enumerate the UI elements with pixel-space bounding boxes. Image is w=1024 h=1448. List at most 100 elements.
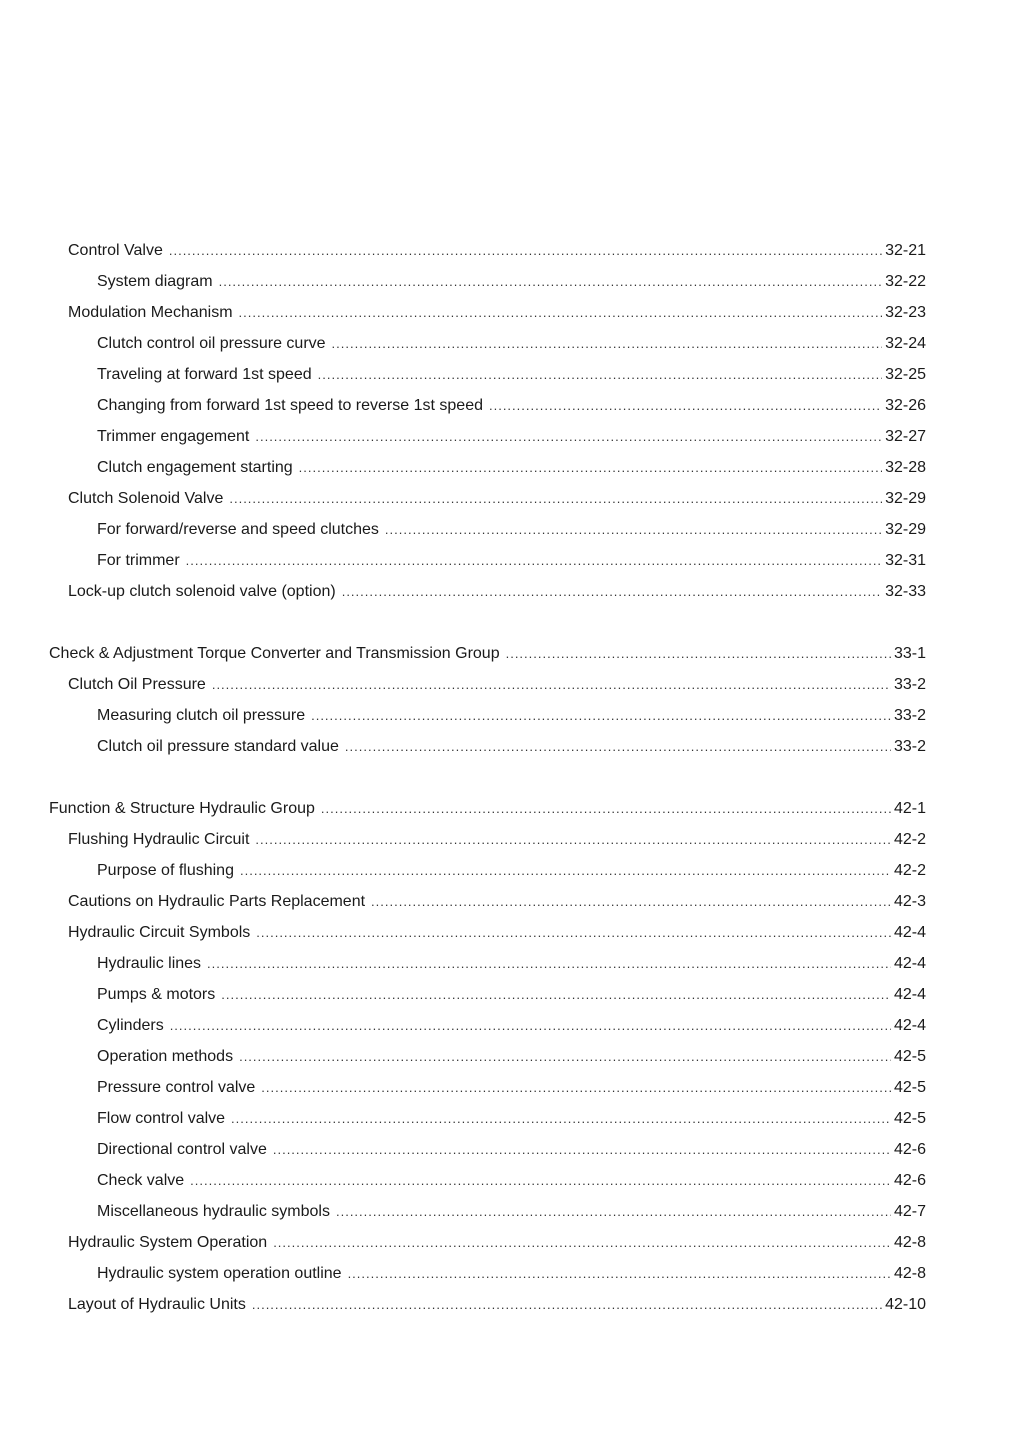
dot-leader (506, 646, 891, 661)
toc-entry-line: Clutch oil pressure standard value 33-2 (97, 738, 926, 756)
dot-leader (371, 894, 891, 909)
dot-leader (332, 336, 883, 351)
dot-leader (252, 1297, 882, 1312)
dot-leader (336, 1204, 891, 1219)
toc-entry-page: 32-23 (885, 303, 926, 321)
toc-entry-page: 42-10 (885, 1295, 926, 1313)
toc-entry-page: 42-4 (893, 923, 926, 941)
toc-entry-page: 32-26 (885, 396, 926, 414)
dot-leader (221, 987, 891, 1002)
toc-entry-title: Check valve (97, 1171, 185, 1189)
toc-entry-title: Hydraulic system operation outline (97, 1264, 342, 1282)
toc-entry: Modulation Mechanism 32-23 (0, 297, 1024, 328)
toc-entry-title: Check & Adjustment Torque Converter and … (49, 644, 500, 662)
toc-entry-line: Control Valve 32-21 (68, 242, 926, 260)
dot-leader (256, 925, 891, 940)
toc-entry-line: Check valve 42-6 (97, 1172, 926, 1190)
toc-entry-page: 32-25 (885, 365, 926, 383)
toc-entry-title: Directional control valve (97, 1140, 267, 1158)
toc-entry-line: Operation methods 42-5 (97, 1048, 926, 1066)
toc-entry-line: Clutch Solenoid Valve 32-29 (68, 490, 926, 508)
toc-entry-page: 32-24 (885, 334, 926, 352)
toc-entry-line: Cylinders 42-4 (97, 1017, 926, 1035)
toc-entry: Clutch Solenoid Valve 32-29 (0, 483, 1024, 514)
toc-entry-line: Hydraulic lines 42-4 (97, 955, 926, 973)
toc-entry: Purpose of flushing 42-2 (0, 855, 1024, 886)
toc-entry-line: Pressure control valve 42-5 (97, 1079, 926, 1097)
toc-entry: Control Valve 32-21 (0, 235, 1024, 266)
dot-leader (207, 956, 891, 971)
dot-leader (345, 739, 891, 754)
dot-leader (186, 553, 882, 568)
toc-entry-page: 42-5 (893, 1078, 926, 1096)
toc-entry-line: Hydraulic System Operation 42-8 (68, 1234, 926, 1252)
dot-leader (231, 1111, 891, 1126)
toc-entry-line: Flushing Hydraulic Circuit 42-2 (68, 831, 926, 849)
dot-leader (229, 491, 882, 506)
dot-leader (170, 1018, 891, 1033)
dot-leader (321, 801, 891, 816)
toc-entry: Cylinders 42-4 (0, 1010, 1024, 1041)
toc-entry-page: 42-6 (893, 1140, 926, 1158)
toc-entry-line: Layout of Hydraulic Units 42-10 (68, 1296, 926, 1314)
toc-entry-page: 42-2 (893, 861, 926, 879)
toc-entry-page: 42-4 (893, 954, 926, 972)
toc-entry-title: Miscellaneous hydraulic symbols (97, 1202, 330, 1220)
toc-entry-page: 42-3 (893, 892, 926, 910)
toc-entry-page: 42-6 (893, 1171, 926, 1189)
toc-entry: Clutch Oil Pressure 33-2 (0, 669, 1024, 700)
dot-leader (348, 1266, 891, 1281)
toc-entry-page: 42-5 (893, 1109, 926, 1127)
toc-entry-page: 33-2 (893, 737, 926, 755)
toc-entry-page: 42-4 (893, 1016, 926, 1034)
toc-entry: Layout of Hydraulic Units 42-10 (0, 1289, 1024, 1320)
toc-entry-title: Clutch control oil pressure curve (97, 334, 326, 352)
toc-entry-title: Hydraulic Circuit Symbols (68, 923, 251, 941)
toc-entry: Pressure control valve 42-5 (0, 1072, 1024, 1103)
toc-entry-line: Purpose of flushing 42-2 (97, 862, 926, 880)
toc-entry: Check valve 42-6 (0, 1165, 1024, 1196)
toc-entry-line: Flow control valve 42-5 (97, 1110, 926, 1128)
toc-entry-page: 42-2 (893, 830, 926, 848)
toc-entry-line: Directional control valve 42-6 (97, 1141, 926, 1159)
dot-leader (212, 677, 891, 692)
toc-entry-page: 42-8 (893, 1264, 926, 1282)
toc-entry-page: 42-1 (893, 799, 926, 817)
toc-entry-title: Modulation Mechanism (68, 303, 233, 321)
dot-leader (190, 1173, 891, 1188)
toc-entry-line: Function & Structure Hydraulic Group 42-1 (49, 800, 926, 818)
toc-entry-page: 32-21 (885, 241, 926, 259)
dot-leader (318, 367, 882, 382)
toc-entry-title: Changing from forward 1st speed to rever… (97, 396, 483, 414)
toc-entry-page: 33-1 (893, 644, 926, 662)
toc-entry-title: Lock-up clutch solenoid valve (option) (68, 582, 336, 600)
toc-entry-line: Traveling at forward 1st speed 32-25 (97, 366, 926, 384)
toc-entry-title: Flow control valve (97, 1109, 226, 1127)
toc-entry-page: 32-33 (885, 582, 926, 600)
toc-entry: Hydraulic Circuit Symbols 42-4 (0, 917, 1024, 948)
toc-entry: Miscellaneous hydraulic symbols 42-7 (0, 1196, 1024, 1227)
toc-entry: Changing from forward 1st speed to rever… (0, 390, 1024, 421)
toc-entry-page: 32-31 (885, 551, 926, 569)
toc-entry: Hydraulic System Operation 42-8 (0, 1227, 1024, 1258)
toc-entry-title: Cautions on Hydraulic Parts Replacement (68, 892, 366, 910)
toc-entry-page: 33-2 (893, 675, 926, 693)
toc-entry-line: Miscellaneous hydraulic symbols 42-7 (97, 1203, 926, 1221)
dot-leader (255, 832, 891, 847)
toc-entry-line: Clutch Oil Pressure 33-2 (68, 676, 926, 694)
toc-entry: Function & Structure Hydraulic Group 42-1 (0, 793, 1024, 824)
toc-entry-title: For trimmer (97, 551, 180, 569)
toc-entry-line: Check & Adjustment Torque Converter and … (49, 645, 926, 663)
dot-leader (299, 460, 882, 475)
toc-entry-page: 42-7 (893, 1202, 926, 1220)
toc-entry-line: Trimmer engagement 32-27 (97, 428, 926, 446)
toc-entry-title: System diagram (97, 272, 213, 290)
toc-entry-page: 32-27 (885, 427, 926, 445)
toc-entry: Trimmer engagement 32-27 (0, 421, 1024, 452)
toc-entry: Measuring clutch oil pressure 33-2 (0, 700, 1024, 731)
toc-entry-page: 32-28 (885, 458, 926, 476)
toc-entry-line: Hydraulic Circuit Symbols 42-4 (68, 924, 926, 942)
dot-leader (169, 243, 882, 258)
dot-leader (311, 708, 891, 723)
toc-entry-page: 32-29 (885, 520, 926, 538)
